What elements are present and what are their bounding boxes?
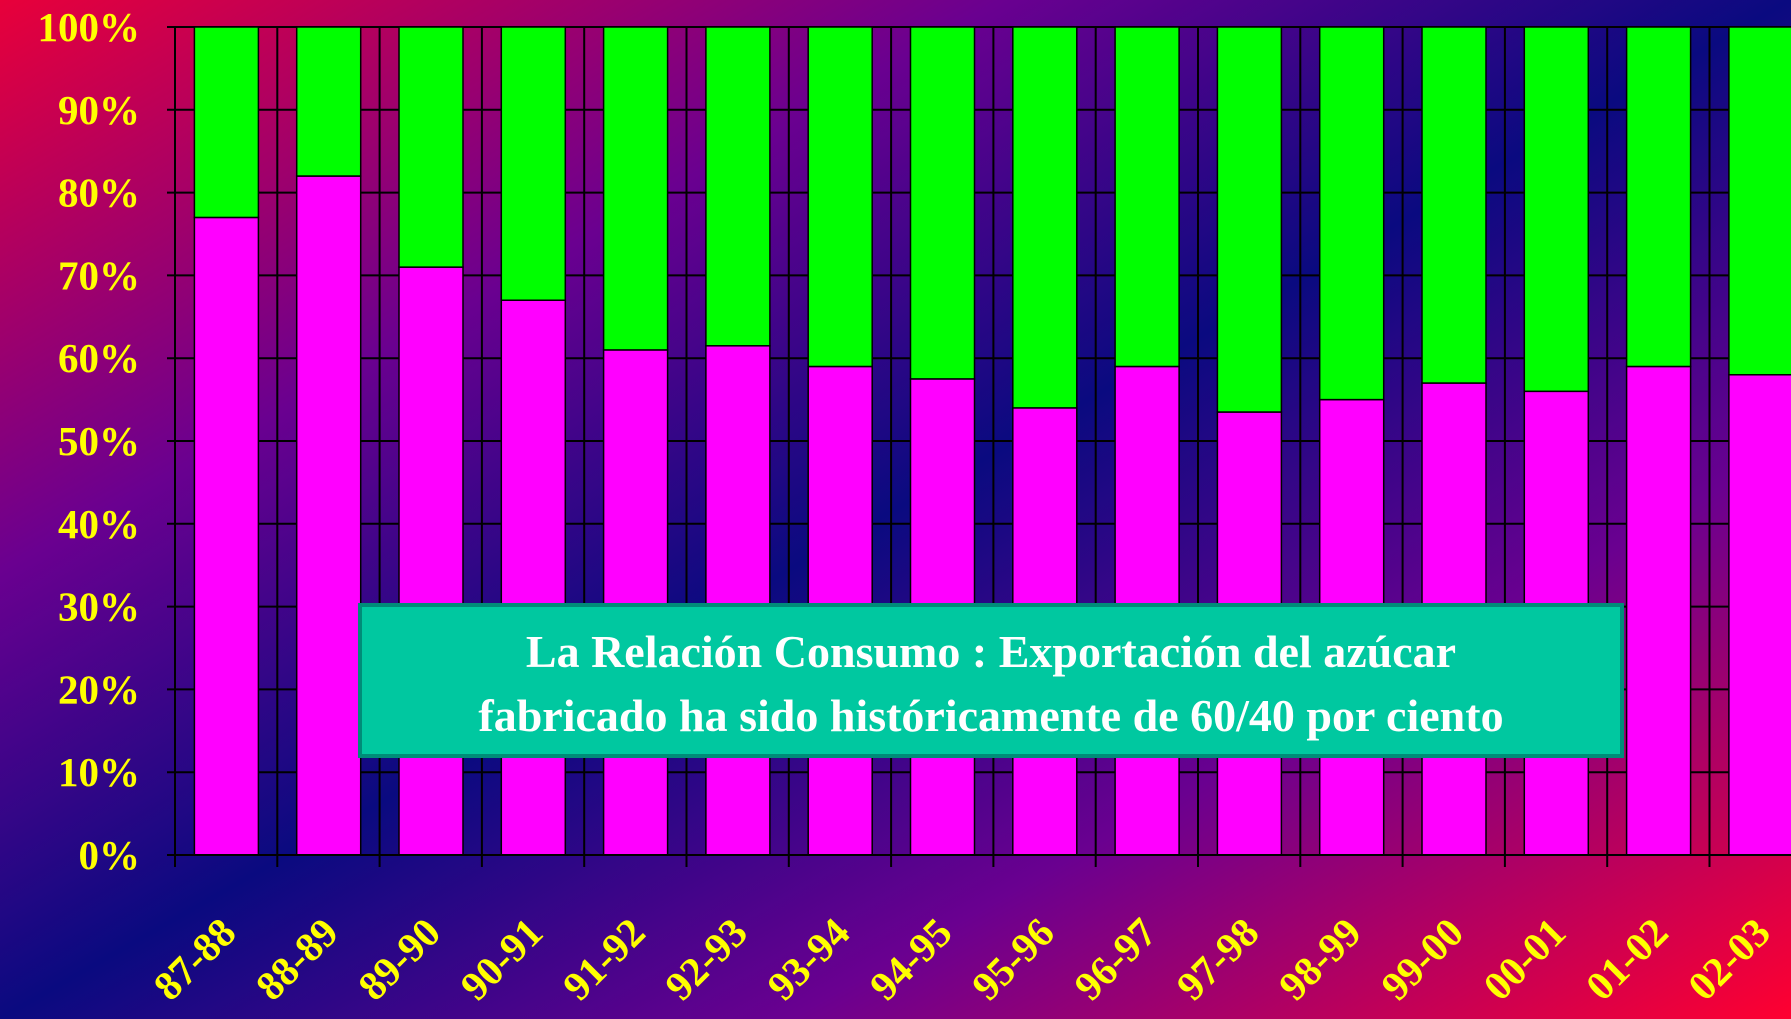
- bar-segment: [602, 26, 669, 351]
- bar-segment: [398, 26, 464, 268]
- bar-segment: [295, 175, 362, 856]
- y-tick-label: 60%: [58, 335, 140, 381]
- bar-segment: [1421, 26, 1487, 384]
- bar-segment: [1625, 365, 1692, 856]
- annotation-background: [358, 603, 1624, 758]
- bar-segment: [705, 26, 771, 347]
- annotation-line: fabricado ha sido históricamente de 60/4…: [478, 690, 1503, 741]
- bar-segment: [909, 26, 976, 380]
- bar-segment: [1012, 26, 1078, 409]
- y-tick-label: 90%: [58, 87, 140, 133]
- bar-segment: [1216, 26, 1283, 413]
- bar-segment: [1318, 26, 1385, 401]
- y-tick-label: 30%: [58, 584, 140, 630]
- bar-segment: [1523, 26, 1590, 393]
- y-tick-label: 0%: [79, 832, 141, 878]
- y-tick-label: 80%: [58, 170, 140, 216]
- bar-segment: [1625, 26, 1692, 368]
- y-tick-label: 50%: [58, 418, 140, 464]
- bar-segment: [193, 26, 260, 219]
- bar-segment: [1728, 26, 1791, 376]
- y-tick-label: 100%: [38, 4, 141, 50]
- annotation-box: La Relación Consumo : Exportación del az…: [358, 603, 1624, 758]
- bar-segment: [1114, 26, 1180, 368]
- bar-segment: [500, 26, 567, 301]
- y-tick-label: 10%: [58, 749, 140, 795]
- bar-segment: [1728, 374, 1791, 856]
- bar-segment: [705, 345, 771, 856]
- bar-segment: [295, 26, 362, 177]
- annotation-line: La Relación Consumo : Exportación del az…: [526, 626, 1456, 677]
- y-tick-label: 40%: [58, 501, 140, 547]
- y-tick-label: 70%: [58, 252, 140, 298]
- bar-segment: [398, 266, 464, 856]
- y-tick-label: 20%: [58, 666, 140, 712]
- bar-segment: [602, 349, 669, 856]
- bar-segment: [500, 299, 567, 856]
- bar-segment: [193, 216, 260, 856]
- bar-segment: [807, 26, 873, 368]
